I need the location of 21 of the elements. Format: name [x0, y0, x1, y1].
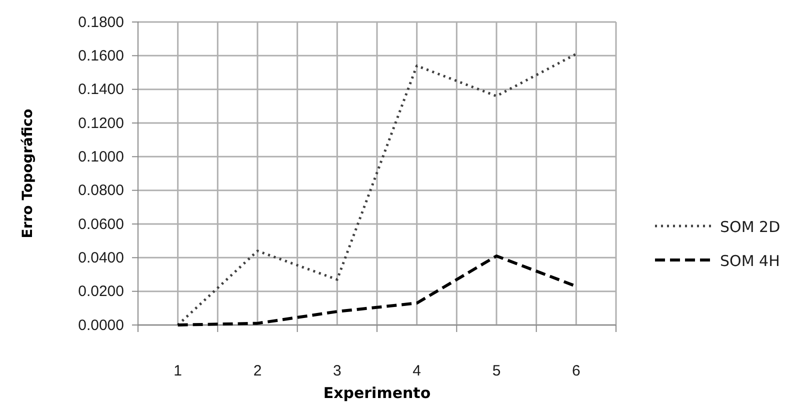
line-series [176, 52, 578, 326]
y-tick-label: 0.0800 [78, 182, 124, 200]
legend-label: SOM 4H [720, 252, 780, 270]
x-tick-label: 5 [492, 362, 501, 380]
x-tick-label: 3 [332, 362, 342, 380]
x-tick-label: 1 [174, 362, 182, 380]
y-tick-label: 0.0000 [78, 316, 124, 334]
y-tick-label: 0.0400 [78, 249, 124, 266]
y-tick-label: 0.0200 [78, 283, 124, 300]
x-tick-label: 2 [253, 362, 262, 380]
y-axis-title: Erro Topográfico [20, 108, 36, 238]
y-tick-label: 0.1000 [78, 148, 124, 166]
x-tick-label: 6 [572, 362, 580, 380]
y-tick-label: 0.0600 [78, 216, 124, 233]
y-tick-label: 0.1800 [78, 14, 124, 31]
y-tick-label: 0.1400 [78, 81, 124, 98]
x-tick-label: 4 [412, 362, 422, 380]
y-tick-label: 0.1600 [78, 47, 124, 64]
legend-label: SOM 2D [720, 218, 780, 236]
x-axis-title: Experimento [323, 384, 431, 402]
y-tick-label: 0.1200 [78, 114, 124, 132]
